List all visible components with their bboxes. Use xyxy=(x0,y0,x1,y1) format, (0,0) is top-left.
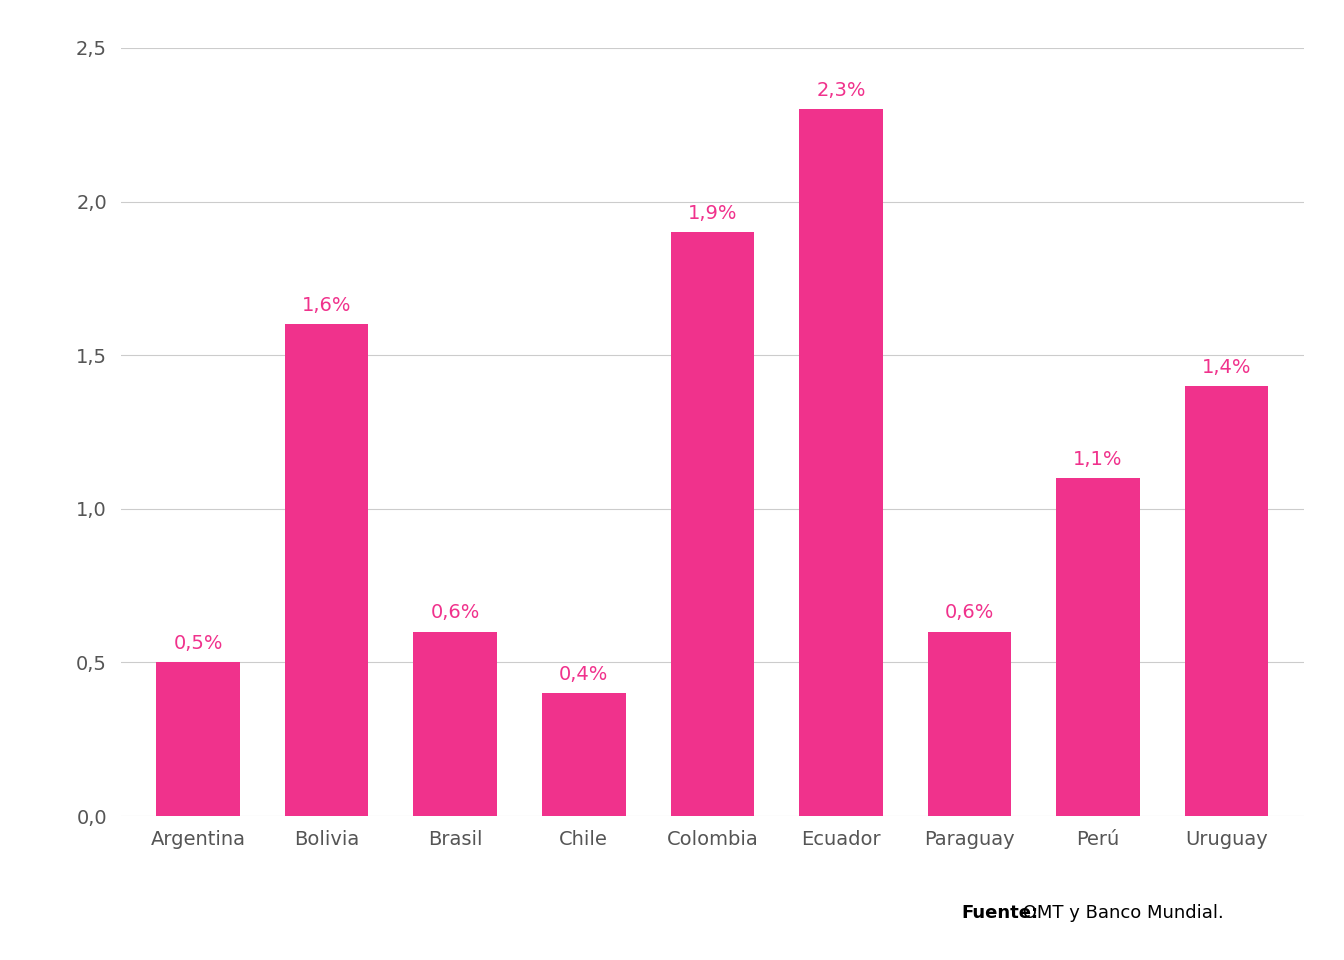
Bar xyxy=(414,632,497,816)
Bar xyxy=(542,693,625,816)
Text: 0,5%: 0,5% xyxy=(173,635,223,653)
Text: 1,4%: 1,4% xyxy=(1202,358,1251,376)
Bar xyxy=(156,662,239,816)
Text: OMT y Banco Mundial.: OMT y Banco Mundial. xyxy=(1017,903,1224,922)
Bar xyxy=(285,324,368,816)
Text: 1,1%: 1,1% xyxy=(1074,450,1122,468)
Bar xyxy=(1056,478,1140,816)
Text: 0,6%: 0,6% xyxy=(430,604,480,622)
Text: 1,6%: 1,6% xyxy=(302,297,351,315)
Text: 2,3%: 2,3% xyxy=(816,82,866,100)
Text: 0,6%: 0,6% xyxy=(945,604,995,622)
Bar xyxy=(800,109,883,816)
Bar xyxy=(1185,386,1269,816)
Bar xyxy=(671,232,754,816)
Bar xyxy=(927,632,1011,816)
Text: 1,9%: 1,9% xyxy=(688,204,737,223)
Text: 0,4%: 0,4% xyxy=(559,665,609,684)
Text: Fuente:: Fuente: xyxy=(961,903,1038,922)
